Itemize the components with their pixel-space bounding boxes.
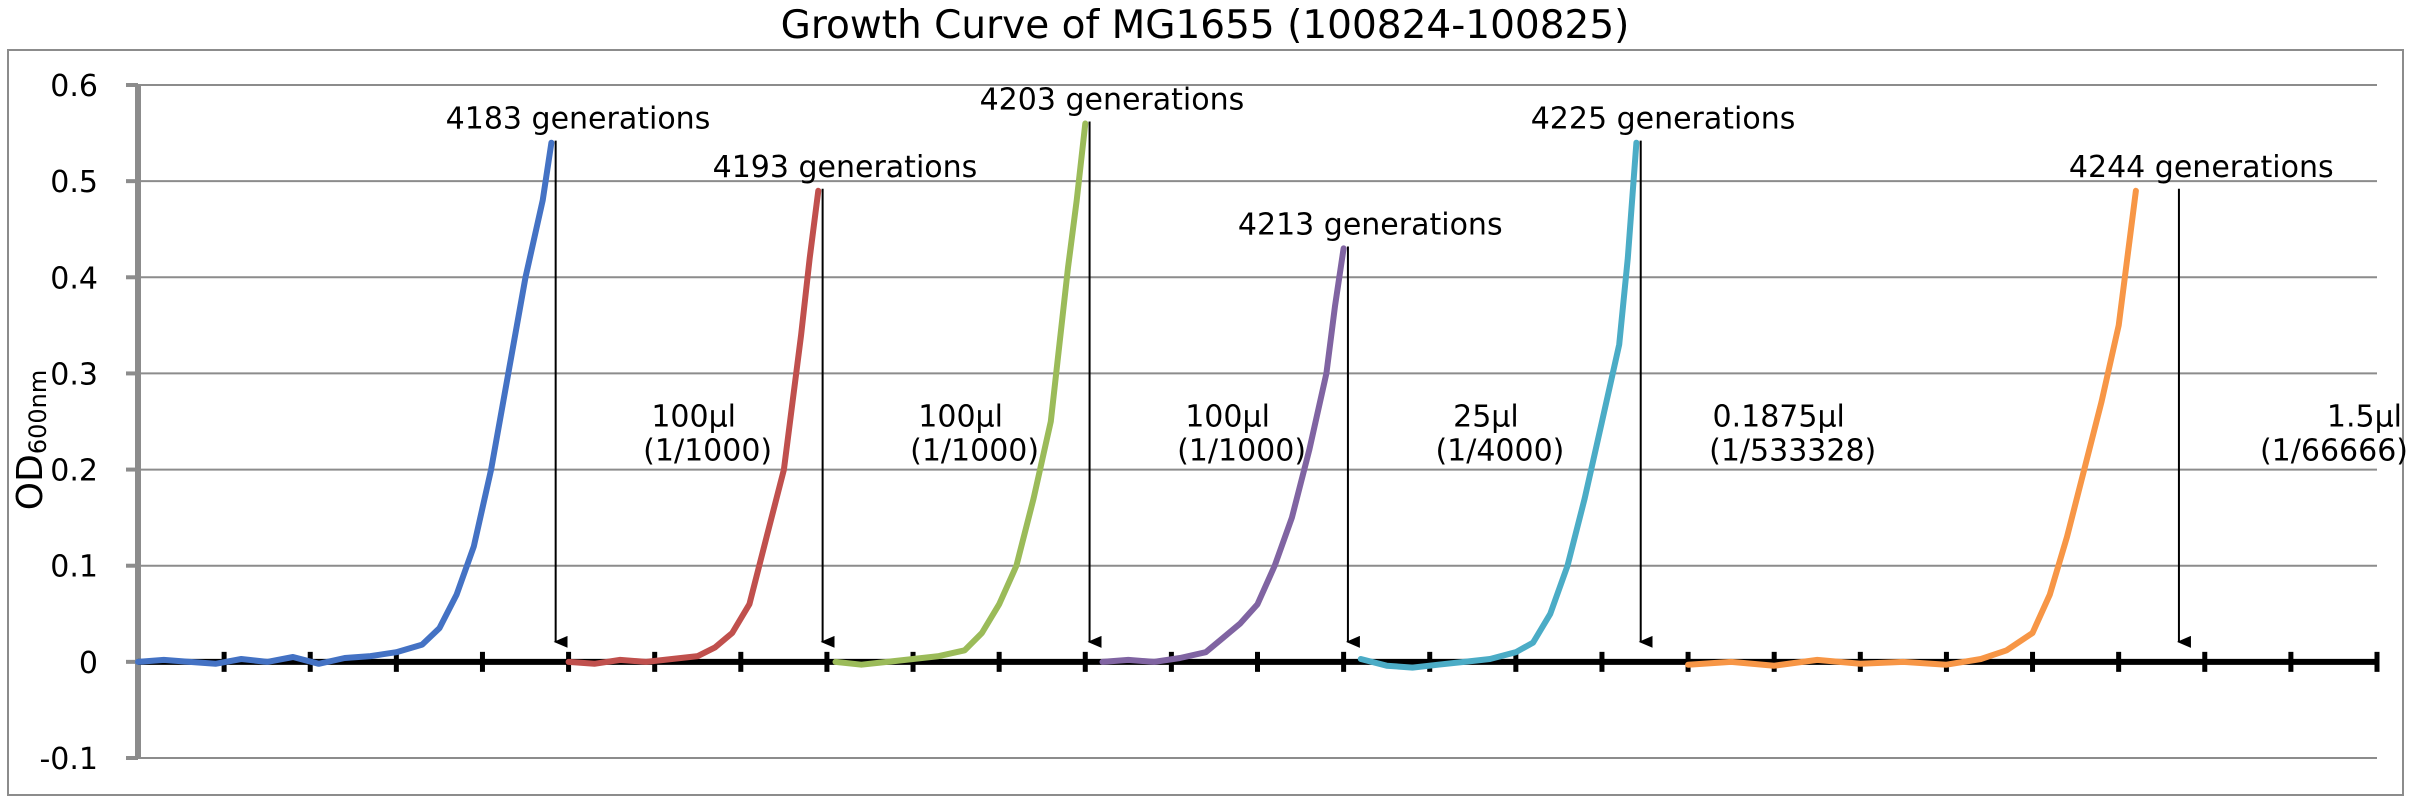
volume-label-6: 1.5μl [2327, 399, 2402, 434]
series-line-3 [832, 120, 1089, 668]
chart-title: Growth Curve of MG1655 (100824-100825) [781, 3, 1630, 48]
series-line-6 [1685, 187, 2139, 669]
y-tick-label: 0.2 [50, 454, 98, 489]
volume-label-2: 100μl [918, 399, 1003, 434]
y-axis-title-main: OD [10, 454, 51, 510]
generation-label-2: 4193 generations [713, 150, 978, 185]
y-tick-label: 0.3 [50, 357, 98, 392]
series-line-4 [1099, 245, 1347, 665]
generation-label-6: 4244 generations [2069, 150, 2334, 185]
generation-label-5: 4225 generations [1531, 102, 1796, 137]
dilution-label-1: (1/1000) [643, 433, 772, 468]
y-tick-label: 0.5 [50, 165, 98, 200]
y-tick-label: 0.4 [50, 261, 98, 296]
dilution-label-2: (1/1000) [910, 433, 1039, 468]
generation-label-4: 4213 generations [1238, 207, 1503, 242]
volume-label-4: 25μl [1453, 399, 1519, 434]
series-line-1 [135, 139, 555, 667]
y-tick-label: 0.6 [50, 69, 98, 104]
series-line-2 [565, 187, 822, 667]
dilution-label-6: (1/66666) [2260, 433, 2408, 468]
dilution-label-5: (1/533328) [1709, 433, 1876, 468]
plot-area-border [7, 49, 2404, 796]
y-tick-label: -0.1 [39, 742, 98, 777]
volume-label-3: 100μl [1185, 399, 1270, 434]
volume-label-1: 100μl [651, 399, 736, 434]
dilution-label-3: (1/1000) [1177, 433, 1306, 468]
y-tick-label: 0.1 [50, 550, 98, 585]
dilution-label-4: (1/4000) [1435, 433, 1564, 468]
y-axis-title-sub: 600nm [24, 370, 52, 454]
generation-label-1: 4183 generations [446, 102, 711, 137]
svg-text:OD600nm: OD600nm [10, 370, 52, 510]
series-group [135, 120, 2139, 671]
y-axis: -0.1 0 0.1 0.2 0.3 0.4 0.5 0.6 [39, 69, 141, 777]
y-tick-label: 0 [79, 646, 98, 681]
volume-label-5: 0.1875μl [1713, 399, 1845, 434]
generation-label-3: 4203 generations [980, 82, 1245, 117]
y-axis-title: OD600nm [10, 370, 52, 510]
series-line-5 [1357, 139, 1640, 671]
